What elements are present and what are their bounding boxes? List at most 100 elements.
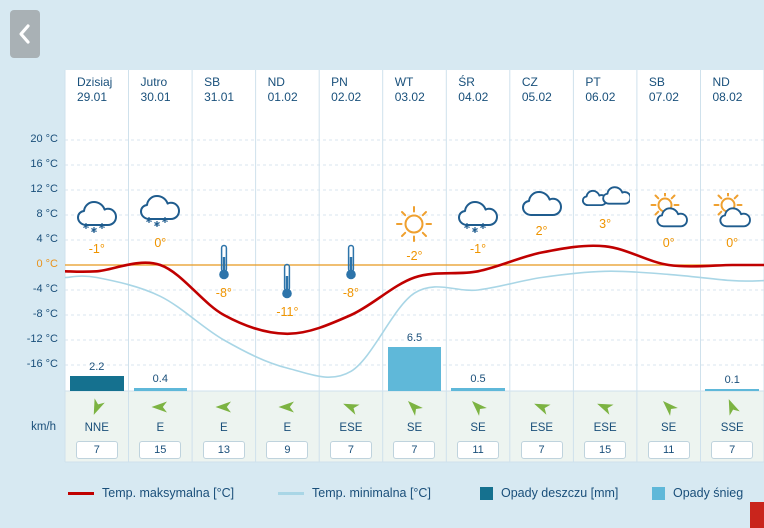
wind-speed-value: 7 xyxy=(329,441,372,459)
day-name: ND xyxy=(712,75,730,89)
y-axis-tick-label: 20 °C xyxy=(30,133,58,145)
precipitation-value: 0.4 xyxy=(152,373,168,386)
wind-speed-value: 7 xyxy=(75,441,118,459)
day-date: 02.02 xyxy=(331,90,362,104)
day-date: 29.01 xyxy=(77,90,108,104)
day-column: CZ 05.02 2° ESE 7 xyxy=(510,70,574,462)
legend-item-temp-min: Temp. minimalna [°C] xyxy=(278,486,431,500)
precipitation-value: 0.1 xyxy=(724,374,740,386)
day-column: SB 31.01 -8° E 13 xyxy=(192,70,256,462)
snow-cloud-icon xyxy=(75,199,119,242)
temperature-label: 0° xyxy=(154,236,167,250)
y-axis-tick-label: 12 °C xyxy=(30,183,58,195)
day-column-header[interactable]: SB 07.02 xyxy=(649,75,679,105)
day-date: 08.02 xyxy=(712,90,743,104)
day-column-header[interactable]: PT 06.02 xyxy=(585,75,615,105)
wind-direction-arrow-icon xyxy=(467,396,489,418)
temp-max-line-marker xyxy=(68,491,94,495)
legend-label-temp-max: Temp. maksymalna [°C] xyxy=(102,486,235,500)
legend-item-rain: Opady deszczu [mm] xyxy=(480,486,618,500)
thermometer-icon xyxy=(343,243,359,286)
temperature-label: 2° xyxy=(535,223,548,238)
precipitation-value: 6.5 xyxy=(406,331,423,344)
day-column: ND 08.02 0° 0.1 SSE 7 xyxy=(700,70,764,462)
day-column-header[interactable]: PN 02.02 xyxy=(331,75,361,105)
day-name: ND xyxy=(267,75,285,89)
wind-speed-value: 15 xyxy=(139,441,182,459)
wind-speed-value: 13 xyxy=(202,441,245,459)
day-date: 31.01 xyxy=(204,90,235,104)
day-date: 03.02 xyxy=(394,90,425,104)
y-axis-tick-label: 4 °C xyxy=(36,233,58,245)
wind-direction-label: ESE xyxy=(339,422,363,434)
temperature-label: -11° xyxy=(276,304,299,319)
wind-direction-arrow-icon xyxy=(213,396,235,418)
day-name: CZ xyxy=(521,75,538,89)
day-name: Jutro xyxy=(140,75,168,89)
wind-direction-arrow-icon xyxy=(658,396,680,418)
day-column: WT 03.02 -2° 6.5 SE 7 xyxy=(383,70,447,462)
wind-direction-arrow-icon xyxy=(403,396,425,418)
legend-label-rain: Opady deszczu [mm] xyxy=(501,486,619,500)
legend-item-temp-max: Temp. maksymalna [°C] xyxy=(68,486,234,500)
wind-speed-value: 11 xyxy=(457,441,500,459)
thermometer-icon xyxy=(279,262,295,305)
day-column-header[interactable]: Jutro 30.01 xyxy=(141,75,171,105)
wind-speed-value: 7 xyxy=(393,441,436,459)
day-column-header[interactable]: ND 08.02 xyxy=(712,75,742,105)
chart-legend: Temp. maksymalna [°C] Temp. minimalna [°… xyxy=(0,486,764,508)
wind-speed-value: 9 xyxy=(266,441,309,459)
y-axis-tick-label: 16 °C xyxy=(30,158,58,170)
legend-label-temp-min: Temp. minimalna [°C] xyxy=(312,486,431,500)
snow-cloud-icon xyxy=(456,199,500,242)
day-column-header[interactable]: ŚR 04.02 xyxy=(458,75,488,105)
day-name: Dzisiaj xyxy=(77,75,113,89)
wind-direction-label: SE xyxy=(470,422,486,434)
wind-direction-label: ESE xyxy=(530,422,554,434)
wind-direction-label: E xyxy=(156,422,165,434)
wind-direction-arrow-icon xyxy=(594,396,616,418)
day-column-header[interactable]: SB 31.01 xyxy=(204,75,234,105)
wind-unit-label: km/h xyxy=(31,421,56,433)
wind-direction-arrow-icon xyxy=(340,396,362,418)
temperature-label: -8° xyxy=(342,286,359,300)
wind-direction-label: SE xyxy=(661,422,677,434)
wind-direction-label: E xyxy=(283,422,292,434)
rain-square-marker xyxy=(480,486,493,500)
back-button[interactable] xyxy=(10,10,40,58)
day-column: Jutro 30.01 0° 0.4 E 15 xyxy=(129,70,193,462)
wind-direction-label: SSE xyxy=(720,422,744,434)
day-date: 30.01 xyxy=(140,90,171,104)
day-date: 07.02 xyxy=(648,90,679,104)
temperature-label: -1° xyxy=(88,242,105,257)
legend-label-snow: Opady śnieg xyxy=(673,486,744,500)
y-axis-tick-label: -8 °C xyxy=(32,308,58,320)
wind-direction-arrow-icon xyxy=(86,396,108,418)
day-column-header[interactable]: ND 01.02 xyxy=(268,75,298,105)
day-column: Dzisiaj 29.01 -1° 2.2 NNE 7 xyxy=(65,70,129,462)
day-column-header[interactable]: Dzisiaj 29.01 xyxy=(77,75,112,105)
y-axis-tick-label: -4 °C xyxy=(32,283,58,295)
y-axis-tick-label: 0 °C xyxy=(36,258,58,270)
temperature-label: 0° xyxy=(726,236,739,250)
wind-direction-arrow-icon xyxy=(721,396,743,418)
temperature-label: 3° xyxy=(599,217,612,232)
cloud-icon xyxy=(520,189,564,224)
day-column-header[interactable]: WT 03.02 xyxy=(395,75,425,105)
cutoff-red-element xyxy=(750,502,764,528)
day-name: ŚR xyxy=(458,75,475,89)
snow-precipitation-bar xyxy=(705,389,759,391)
day-column: ND 01.02 -11° E 9 xyxy=(256,70,320,462)
legend-item-snow: Opady śnieg xyxy=(652,486,743,500)
wind-direction-label: ESE xyxy=(593,422,617,434)
thermometer-icon xyxy=(216,243,232,286)
wind-direction-label: E xyxy=(220,422,228,434)
day-column: ŚR 04.02 -1° 0.5 SE 11 xyxy=(446,70,510,462)
clouds-icon xyxy=(580,182,632,217)
day-date: 04.02 xyxy=(458,90,489,104)
day-column: PT 06.02 3° ESE 15 xyxy=(573,70,637,462)
wind-direction-arrow-icon xyxy=(276,396,298,418)
day-column-header[interactable]: CZ 05.02 xyxy=(522,75,552,105)
day-date: 05.02 xyxy=(521,90,552,104)
